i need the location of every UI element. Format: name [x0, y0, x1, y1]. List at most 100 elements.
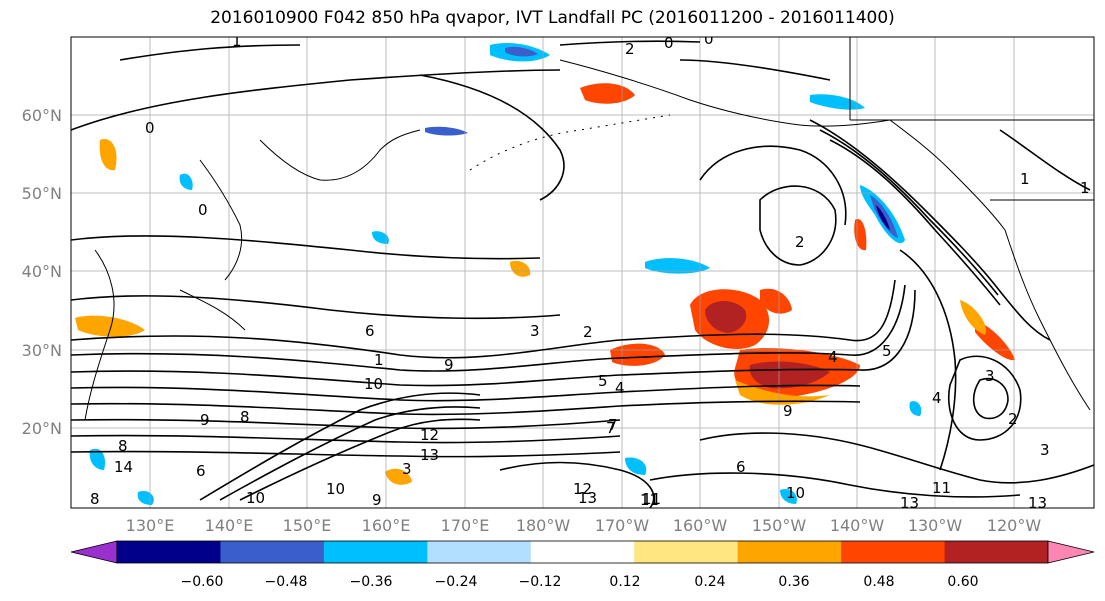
lon-label: 160°W — [673, 516, 728, 535]
contour-line — [419, 74, 565, 201]
positive-anomaly-patch — [735, 380, 830, 405]
colorbar-segment — [634, 541, 739, 563]
lon-label: 180°W — [516, 516, 571, 535]
na-west-coast — [1004, 229, 1091, 411]
contour-line — [972, 378, 1009, 420]
lon-label: 140°E — [205, 516, 254, 535]
contour-label: 4 — [932, 389, 942, 407]
borders — [849, 37, 1094, 201]
negative-anomaly-patch — [780, 488, 797, 504]
lat-label-20n: 20°N — [22, 419, 62, 438]
contour-label: 2 — [625, 40, 635, 58]
positive-anomaly-patch — [749, 361, 830, 389]
contour-label: 2 — [583, 323, 593, 341]
contour-label: 7 — [608, 416, 618, 434]
contour-label: 8 — [240, 408, 250, 426]
asia-coast — [259, 129, 421, 181]
alaska-coast — [559, 59, 891, 127]
contour-label: 13 — [578, 489, 597, 507]
contour-label: 10 — [326, 480, 345, 498]
graticule — [71, 37, 1094, 508]
contour-line — [71, 279, 896, 359]
colorbar-segment — [220, 541, 325, 563]
contour-line — [679, 59, 831, 81]
contour-label: 13 — [420, 446, 439, 464]
negative-anomaly-patch — [876, 205, 890, 230]
contour-line — [71, 418, 621, 430]
contour-line — [71, 384, 861, 402]
colorbar-segment — [530, 541, 635, 563]
negative-anomaly-patch — [645, 258, 710, 274]
lat-label-40n: 40°N — [22, 262, 62, 281]
contour-label: 3 — [530, 322, 540, 340]
contour-label: 10 — [364, 375, 383, 393]
contour-line — [71, 289, 916, 387]
colorbar-tick: −0.48 — [265, 574, 308, 590]
contour-line — [499, 461, 655, 508]
colorbar-tick: 0.60 — [947, 574, 978, 590]
longitude-axis: 130°E 140°E 150°E 160°E 170°E 180°W 170°… — [126, 516, 1042, 535]
contour-label: 2 — [1008, 410, 1018, 428]
contour-label: 3 — [985, 367, 995, 385]
map-frame — [70, 36, 1095, 509]
positive-anomaly-patch — [705, 301, 747, 333]
negative-anomaly-patch — [89, 448, 106, 470]
colorbar-segment — [427, 541, 532, 563]
lon-label: 140°W — [830, 516, 885, 535]
contour-line — [119, 44, 301, 61]
contour-line — [71, 284, 906, 372]
map-content: 1 0 2 0 0 1 1 1 0 2 3 4 5 6 7 8 9 10 11 … — [71, 32, 1094, 512]
contour-label: 10 — [786, 484, 805, 502]
colorbar: −0.60 −0.48 −0.36 −0.24 −0.12 0.12 0.24 … — [70, 540, 1095, 590]
lat-label-30n: 30°N — [22, 341, 62, 360]
contour-line — [559, 40, 701, 46]
contour-label: 5 — [598, 372, 608, 390]
contour-label: 0 — [198, 201, 208, 219]
contour-line — [759, 185, 837, 266]
contour-line — [829, 139, 1001, 306]
contour-label: 7 — [606, 419, 616, 437]
negative-anomaly-patch — [625, 457, 647, 475]
contour-label: 10 — [246, 489, 265, 507]
contour-label: 6 — [365, 322, 375, 340]
lon-label: 150°E — [283, 516, 332, 535]
contour-label: 13 — [900, 494, 919, 512]
contour-label: 11 — [932, 479, 951, 497]
negative-anomaly-patch — [505, 46, 538, 57]
colorbar-segment — [944, 541, 1049, 563]
contour-line — [699, 145, 847, 226]
contour-line — [899, 249, 957, 471]
contour-label: 3 — [402, 460, 412, 478]
contour-label: 4 — [828, 348, 838, 366]
negative-anomaly-patch — [909, 401, 922, 416]
contour-label: 1 — [232, 32, 242, 50]
lon-label: 120°W — [987, 516, 1042, 535]
contour-line — [219, 406, 481, 501]
na-coast — [889, 119, 1006, 231]
colorbar-tick: 0.12 — [609, 574, 640, 590]
colorbar-ticks: −0.60 −0.48 −0.36 −0.24 −0.12 0.12 0.24 … — [181, 574, 979, 590]
contour-label: 13 — [1028, 494, 1047, 512]
japan-coast — [179, 289, 246, 331]
positive-anomaly-patch — [760, 288, 792, 314]
colorbar-tick: −0.36 — [350, 574, 393, 590]
contour-line — [809, 119, 1051, 341]
contour-label: 14 — [114, 458, 133, 476]
qvapor-shading — [75, 43, 1015, 505]
lon-label: 170°W — [595, 516, 650, 535]
contour-label: 3 — [1040, 441, 1050, 459]
colorbar-tick: 0.36 — [778, 574, 809, 590]
contour-label: 2 — [795, 233, 805, 251]
colorbar-segments — [116, 540, 1049, 564]
contour-line — [999, 129, 1091, 191]
colorbar-tick: 0.48 — [863, 574, 894, 590]
latitude-axis: 60°N 50°N 40°N 30°N 20°N — [22, 106, 62, 438]
contour-label: 12 — [420, 426, 439, 444]
contour-label: 4 — [615, 379, 625, 397]
lat-label-60n: 60°N — [22, 106, 62, 125]
lat-label-50n: 50°N — [22, 184, 62, 203]
colorbar-segment — [117, 541, 221, 563]
contour-line — [71, 450, 621, 458]
sakhalin-japan-coast — [199, 159, 243, 281]
